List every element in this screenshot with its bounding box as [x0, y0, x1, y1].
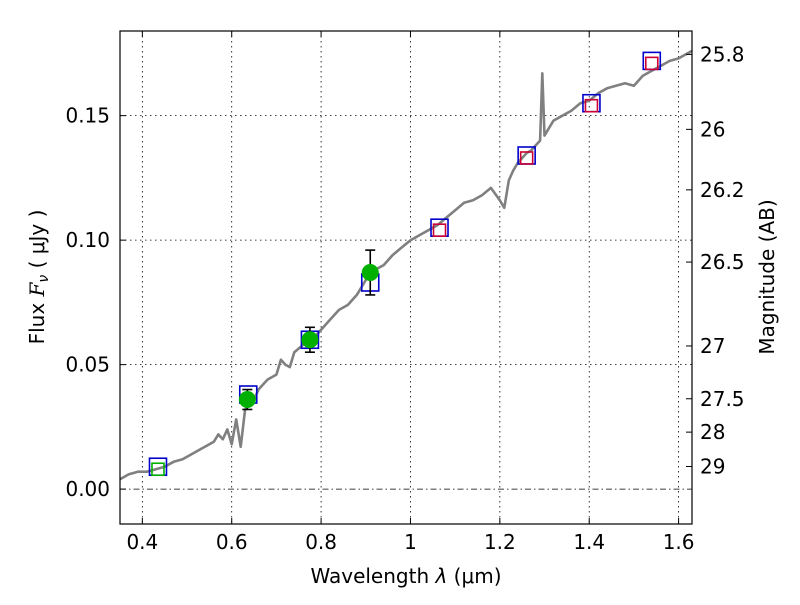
- y2-tick-label: 28: [700, 420, 725, 444]
- y-tick-label: 0.00: [65, 477, 110, 501]
- grid-layer: [120, 31, 692, 524]
- spectrum-line: [119, 49, 693, 481]
- plot-frame: [119, 30, 693, 525]
- photometry-marker: [644, 56, 659, 71]
- y2-tick-label: 25.8: [700, 42, 745, 66]
- y2-tick-label: 26.5: [700, 250, 745, 274]
- data-point: [361, 264, 379, 282]
- data-point: [301, 331, 319, 349]
- y-axis-title: Flux Fν ( μJy ): [25, 210, 52, 345]
- y2-tick-label: 27.5: [700, 387, 745, 411]
- x-tick-label: 1.2: [484, 530, 516, 554]
- data-point: [238, 391, 256, 409]
- x-tick-label: 1: [404, 530, 417, 554]
- y2-axis-title: Magnitude (AB): [755, 199, 779, 354]
- y2-tick-label: 27: [700, 334, 725, 358]
- y-tick-label: 0.15: [65, 104, 110, 128]
- x-tick-label: 0.8: [305, 530, 337, 554]
- x-tick-label: 1.4: [573, 530, 605, 554]
- x-axis-title: Wavelength λ (μm): [310, 564, 501, 588]
- photometry-marker: [584, 98, 599, 113]
- y2-tick-label: 29: [700, 454, 725, 478]
- x-tick-label: 1.6: [663, 530, 695, 554]
- photometry-marker: [432, 223, 447, 237]
- y-tick-label: 0.10: [65, 228, 110, 252]
- series-layer: [119, 49, 693, 481]
- photometry-marker: [519, 151, 534, 165]
- y2-tick-label: 26: [700, 117, 725, 141]
- y2-tick-label: 26.2: [700, 178, 745, 202]
- y-tick-label: 0.05: [65, 353, 110, 377]
- photometry-marker: [151, 462, 165, 477]
- tick-layer: 0.4 0.6 0.8 1 1.2 1.4 1.6 0.00 0.05 0.10 0.15 25.8 2…: [65, 31, 745, 554]
- x-tick-label: 0.4: [126, 530, 158, 554]
- x-tick-label: 0.6: [216, 530, 248, 554]
